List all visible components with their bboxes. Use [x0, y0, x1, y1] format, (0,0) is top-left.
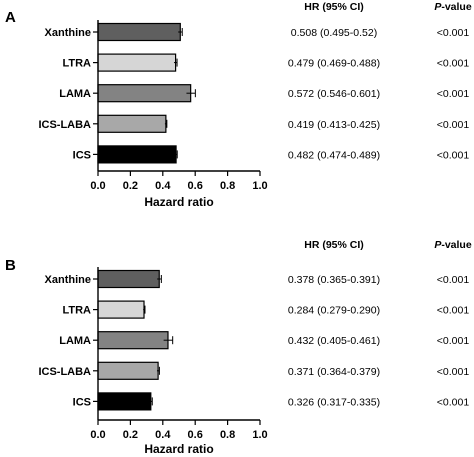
hr-ci-value: 0.326 (0.317-0.335)	[288, 396, 380, 408]
bar	[97, 269, 160, 289]
bar	[97, 392, 152, 411]
category-label: ICS	[73, 149, 91, 161]
p-value-column-header: P-value	[434, 1, 472, 13]
x-tick-label: 0.6	[188, 429, 203, 441]
category-label: Xanthine	[45, 27, 91, 39]
p-value: <0.001	[437, 119, 470, 131]
category-label: LTRA	[62, 58, 91, 70]
panel-letter: A	[5, 9, 16, 26]
x-tick-label: 0.0	[90, 180, 105, 192]
hr-column-header: HR (95% CI)	[304, 239, 364, 251]
hr-ci-value: 0.508 (0.495-0.52)	[291, 27, 377, 39]
x-tick-label: 0.4	[155, 180, 171, 192]
hr-ci-value: 0.371 (0.364-0.379)	[288, 366, 380, 378]
hr-ci-value: 0.419 (0.413-0.425)	[288, 119, 380, 131]
bar	[97, 361, 159, 380]
x-tick-label: 0.0	[90, 429, 105, 441]
hr-column-header: HR (95% CI)	[304, 1, 364, 13]
category-label: LAMA	[59, 88, 91, 100]
hr-ci-value: 0.432 (0.405-0.461)	[288, 335, 380, 347]
category-label: LTRA	[62, 305, 91, 317]
bar	[97, 145, 177, 164]
p-header-rest: -value	[441, 239, 472, 251]
panel-letter: B	[5, 257, 16, 274]
x-tick-label: 1.0	[252, 180, 267, 192]
hr-ci-value: 0.479 (0.469-0.488)	[288, 58, 380, 70]
x-tick-label: 0.4	[155, 429, 171, 441]
x-tick-label: 0.2	[123, 429, 138, 441]
bar	[97, 300, 145, 319]
category-label: LAMA	[59, 335, 91, 347]
category-label: ICS-LABA	[38, 119, 91, 131]
category-label: ICS-LABA	[38, 366, 91, 378]
hr-ci-value: 0.378 (0.365-0.391)	[288, 274, 380, 286]
p-value: <0.001	[437, 149, 470, 161]
x-axis-title: Hazard ratio	[144, 442, 213, 456]
hr-ci-value: 0.284 (0.279-0.290)	[288, 305, 380, 317]
p-value: <0.001	[437, 274, 470, 286]
x-tick-label: 1.0	[252, 429, 267, 441]
p-value-column-header: P-value	[434, 239, 472, 251]
p-header-italic: P	[434, 239, 442, 251]
p-value: <0.001	[437, 305, 470, 317]
p-value: <0.001	[437, 335, 470, 347]
bar	[97, 331, 169, 350]
p-header-italic: P	[434, 1, 442, 13]
p-value: <0.001	[437, 88, 470, 100]
p-value: <0.001	[437, 366, 470, 378]
x-tick-label: 0.2	[123, 180, 138, 192]
x-tick-label: 0.8	[220, 180, 235, 192]
p-header-rest: -value	[441, 1, 472, 13]
p-value: <0.001	[437, 58, 470, 70]
x-axis-title: Hazard ratio	[144, 195, 213, 209]
category-label: Xanthine	[45, 274, 91, 286]
x-tick-label: 0.8	[220, 429, 235, 441]
p-value: <0.001	[437, 27, 470, 39]
bar	[97, 84, 192, 103]
p-value: <0.001	[437, 396, 470, 408]
x-tick-label: 0.6	[188, 180, 203, 192]
bar	[97, 53, 177, 72]
hr-ci-value: 0.482 (0.474-0.489)	[288, 149, 380, 161]
bar	[97, 22, 181, 42]
hr-ci-value: 0.572 (0.546-0.601)	[288, 88, 380, 100]
category-label: ICS	[73, 396, 91, 408]
bar	[97, 114, 167, 133]
